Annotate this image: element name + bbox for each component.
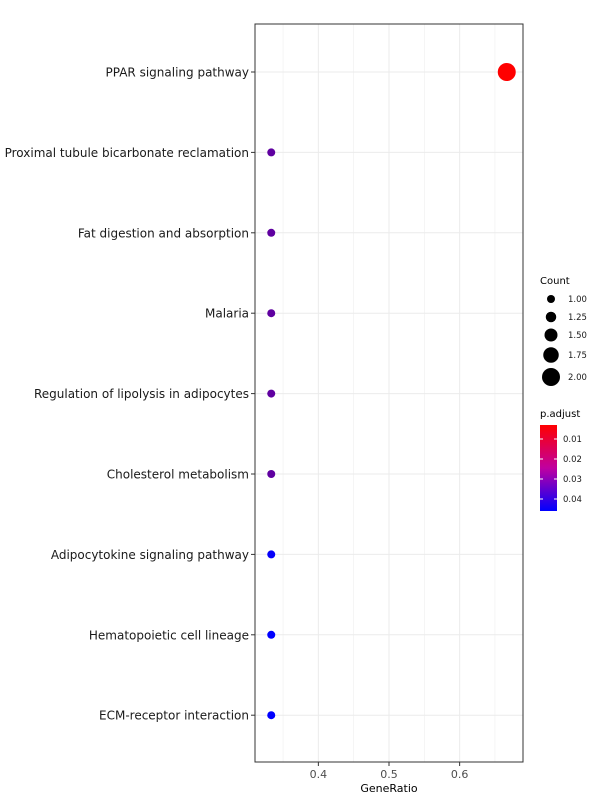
data-point	[267, 550, 276, 559]
p-adjust-legend: p.adjust 0.01 0.02 0.03 0.04	[540, 409, 582, 511]
data-point	[267, 148, 276, 157]
y-tick-label: Adipocytokine signaling pathway	[51, 548, 249, 562]
data-point	[267, 228, 276, 237]
y-tick-label: Regulation of lipolysis in adipocytes	[34, 387, 249, 401]
data-point	[497, 63, 516, 81]
x-axis: 0.4 0.5 0.6	[310, 762, 469, 781]
y-axis: PPAR signaling pathway Proximal tubule bi…	[5, 66, 255, 723]
data-points	[267, 63, 516, 720]
x-axis-title: GeneRatio	[360, 782, 418, 795]
y-tick-label: Malaria	[205, 307, 249, 321]
colorbar-label: 0.01	[563, 435, 582, 445]
count-legend: Count 1.00 1.25 1.50 1.75 2.00	[540, 276, 587, 386]
y-tick-label: Cholesterol metabolism	[107, 468, 249, 482]
data-point	[267, 630, 276, 639]
colorbar-label: 0.04	[563, 495, 582, 505]
colorbar-label: 0.03	[563, 475, 582, 485]
data-point	[267, 711, 276, 720]
grid-lines	[255, 24, 523, 762]
y-tick-label: PPAR signaling pathway	[106, 66, 249, 80]
x-tick-label: 0.5	[380, 768, 398, 781]
data-point	[267, 470, 276, 478]
p-adjust-colorbar	[540, 425, 557, 511]
count-legend-label: 1.25	[568, 313, 587, 323]
count-legend-key	[545, 311, 557, 323]
count-legend-label: 1.00	[568, 295, 587, 305]
data-point	[267, 309, 276, 318]
count-legend-key	[547, 295, 555, 303]
data-point	[267, 389, 276, 398]
colorbar-label: 0.02	[563, 455, 582, 465]
x-tick-label: 0.4	[310, 768, 328, 781]
count-legend-key	[543, 347, 559, 363]
y-tick-label: Proximal tubule bicarbonate reclamation	[5, 146, 249, 160]
y-tick-label: Hematopoietic cell lineage	[89, 628, 249, 642]
x-tick-label: 0.6	[451, 768, 469, 781]
count-legend-label: 2.00	[568, 373, 587, 383]
count-legend-label: 1.75	[568, 351, 587, 361]
count-legend-key	[542, 368, 560, 386]
count-legend-title: Count	[540, 276, 570, 287]
p-adjust-legend-title: p.adjust	[540, 409, 580, 420]
count-legend-label: 1.50	[568, 331, 587, 341]
count-legend-key	[544, 328, 558, 342]
y-tick-label: ECM-receptor interaction	[99, 709, 249, 723]
y-tick-label: Fat digestion and absorption	[78, 226, 249, 240]
